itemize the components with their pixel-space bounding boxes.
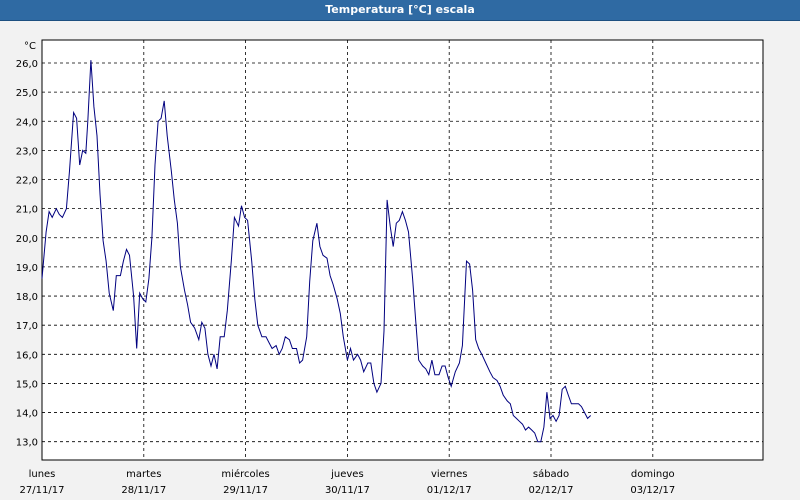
y-tick-label: 17,0: [16, 321, 38, 332]
x-tick-day-label: lunes: [29, 469, 56, 480]
y-axis-labels: 26,0 25,0 24,0 23,0 22,0 21,0 20,0 19,0 18,0 17,0…: [16, 59, 38, 449]
x-axis-labels: lunes 27/11/17 martes 28/11/17 miércoles 29/1…: [20, 468, 676, 496]
x-tick-day-label: jueves: [330, 469, 364, 480]
x-tick-day-label: sábado: [533, 468, 569, 480]
y-tick-label: 16,0: [16, 350, 38, 361]
y-tick-label: 18,0: [16, 292, 38, 303]
y-tick-label: 14,0: [16, 409, 38, 420]
y-tick-label: 22,0: [16, 176, 38, 187]
x-tick-date-label: 03/12/17: [630, 485, 675, 496]
x-tick-date-label: 28/11/17: [121, 485, 166, 496]
grid-lines: [42, 40, 763, 460]
y-tick-label: 25,0: [16, 88, 38, 99]
y-tick-label: 13,0: [16, 438, 38, 449]
y-tick-label: 20,0: [16, 234, 38, 245]
y-tick-label: 15,0: [16, 379, 38, 390]
y-tick-label: 23,0: [16, 146, 38, 157]
x-tick-day-label: miércoles: [221, 468, 269, 480]
x-tick-day-label: domingo: [631, 469, 675, 480]
x-tick-day-label: martes: [126, 469, 161, 480]
x-tick-date-label: 27/11/17: [20, 485, 65, 496]
y-tick-label: 26,0: [16, 59, 38, 70]
y-tick-label: 21,0: [16, 205, 38, 216]
x-tick-date-label: 29/11/17: [223, 485, 268, 496]
x-tick-date-label: 01/12/17: [427, 485, 472, 496]
x-tick-day-label: viernes: [431, 469, 467, 480]
plot-area: [41, 39, 764, 461]
temperature-chart: 26,0 25,0 24,0 23,0 22,0 21,0 20,0 19,0 18,0 17,0…: [16, 39, 764, 496]
x-tick-date-label: 30/11/17: [325, 485, 370, 496]
window-title: Temperatura [°C] escala: [325, 3, 475, 16]
series-line: [41, 60, 592, 443]
y-tick-label: 19,0: [16, 263, 38, 274]
x-tick-date-label: 02/12/17: [529, 485, 574, 496]
window-title-bar: Temperatura [°C] escala: [0, 0, 800, 21]
y-axis-unit: °C: [24, 41, 36, 52]
y-tick-label: 24,0: [16, 117, 38, 128]
